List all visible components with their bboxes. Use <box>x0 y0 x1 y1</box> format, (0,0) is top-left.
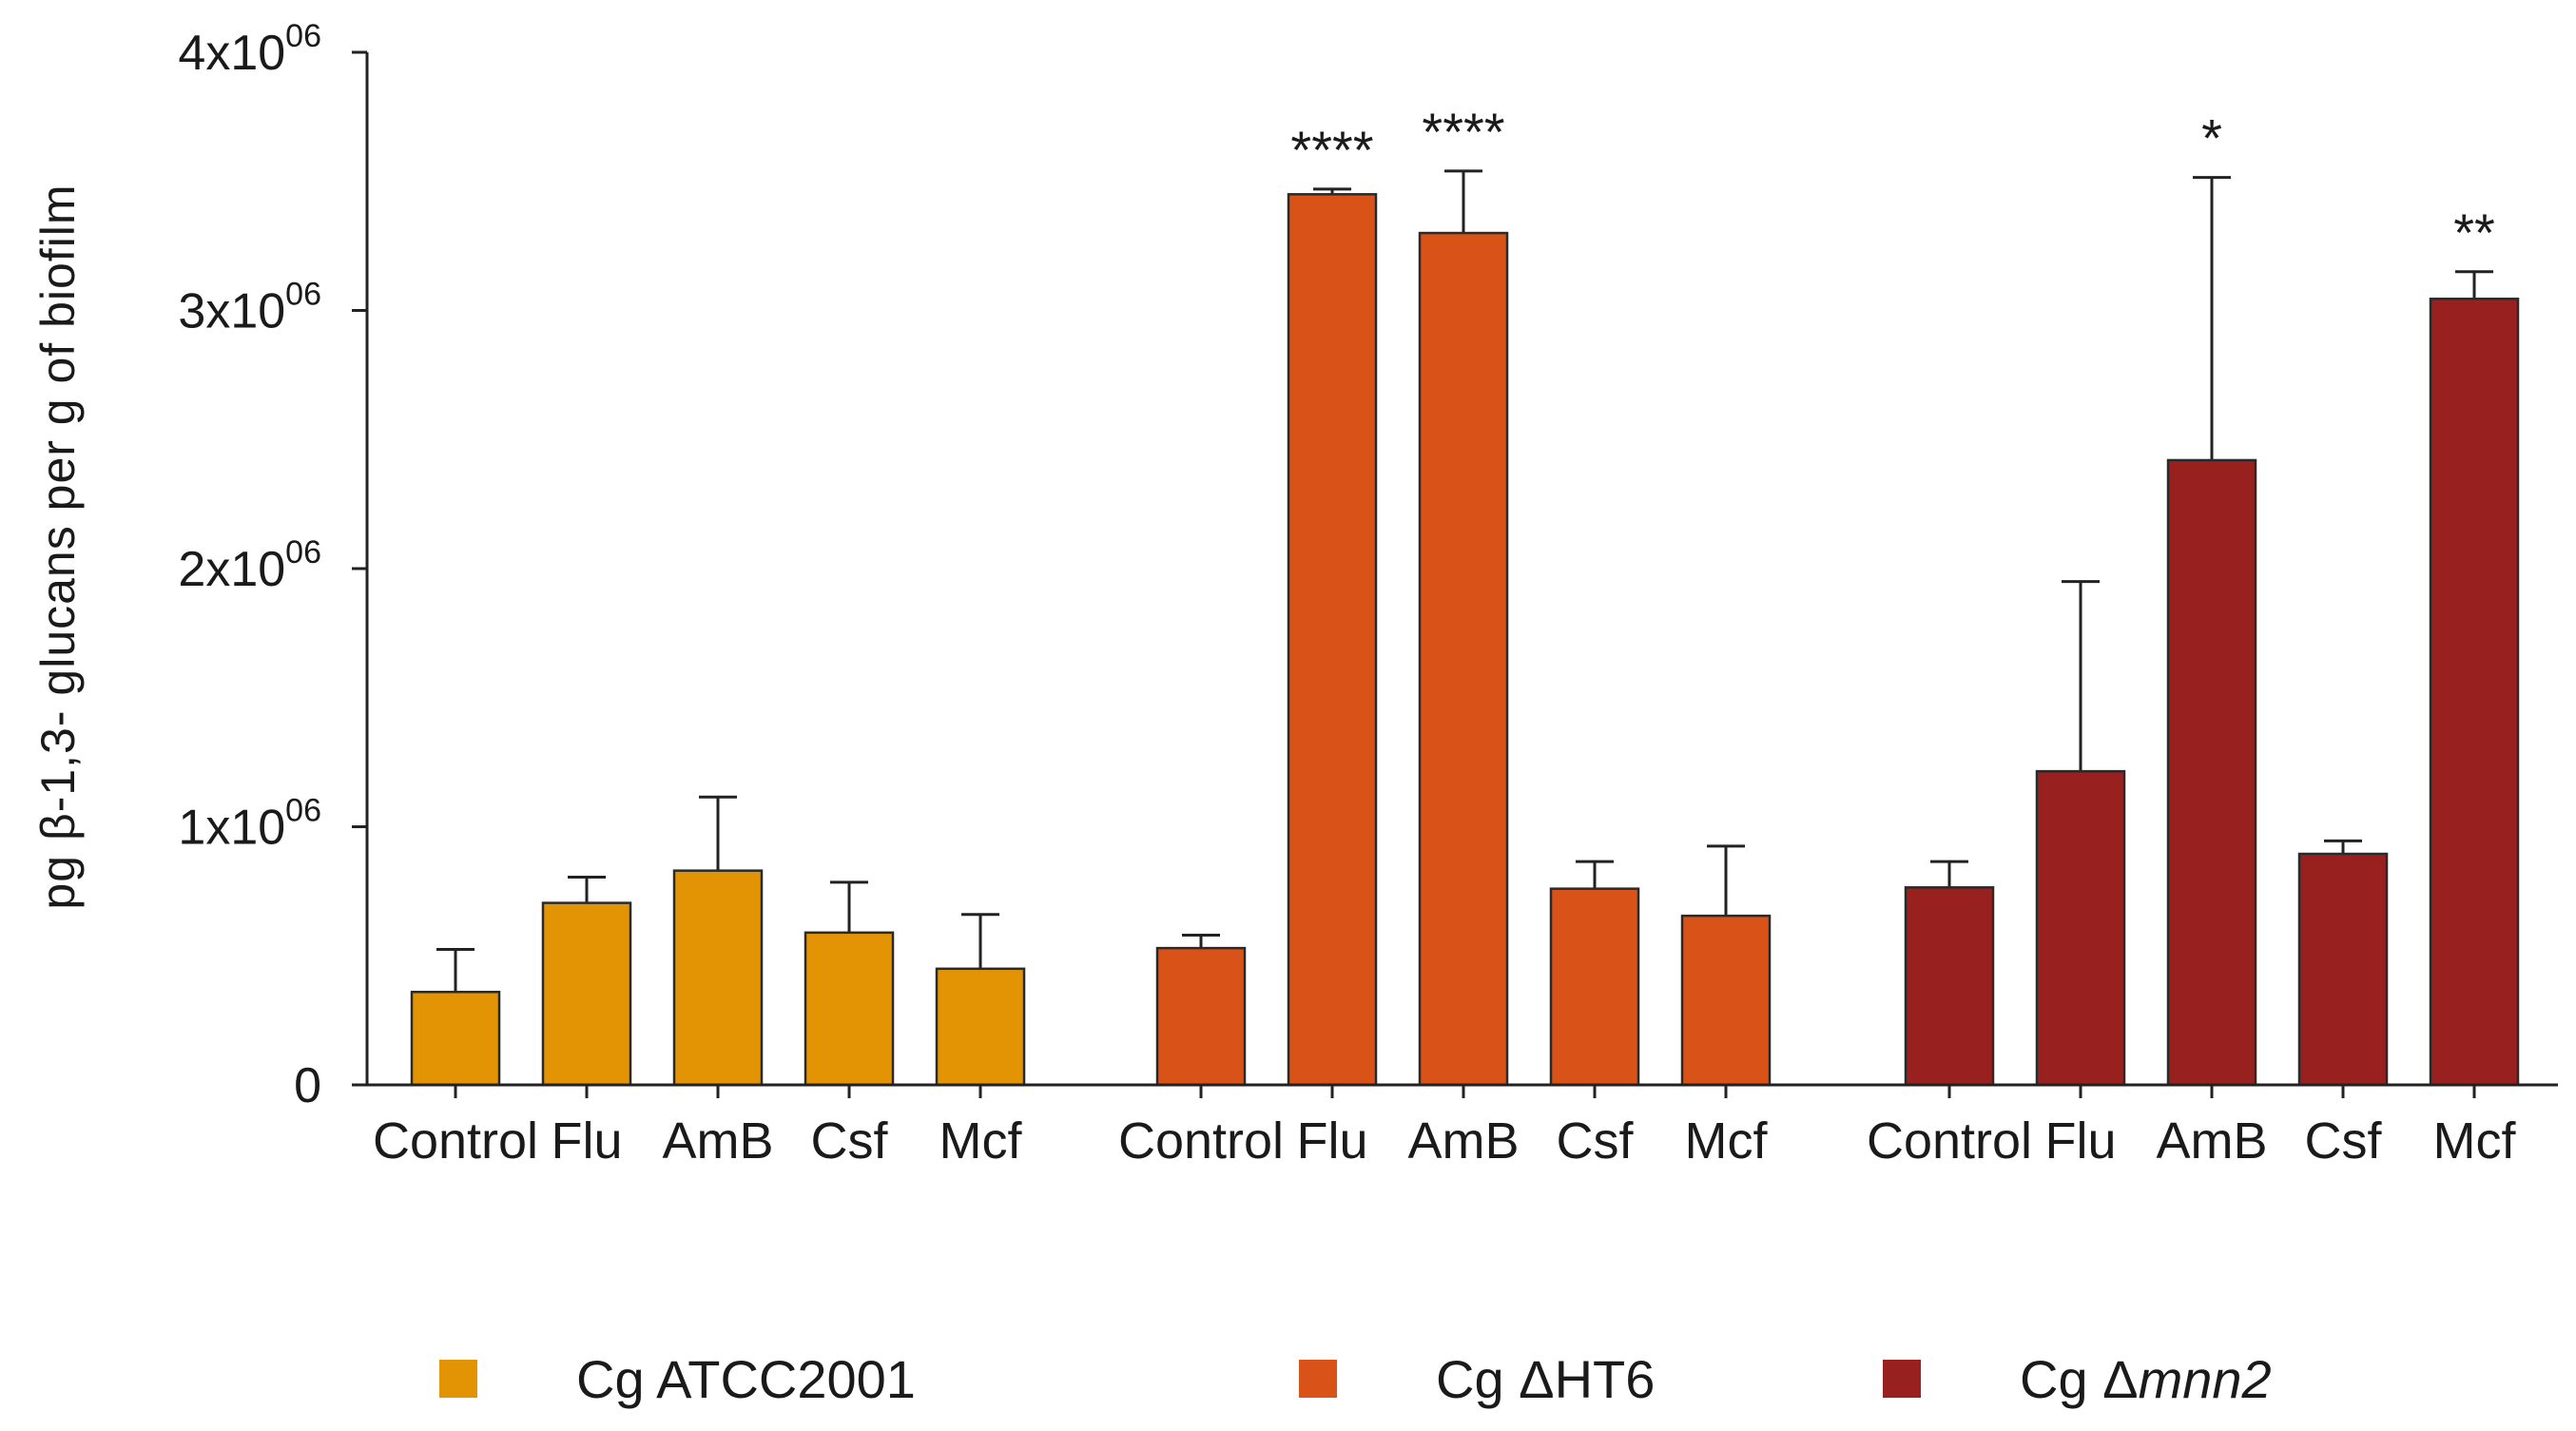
legend-label: Cg ATCC2001 <box>576 1349 916 1409</box>
y-tick-label: 2x1006 <box>178 534 321 597</box>
significance-label: * <box>2201 108 2222 168</box>
y-tick-base: 3x10 <box>178 284 285 339</box>
legend-label-main: ΔHT6 <box>1519 1349 1655 1409</box>
legend-label-prefix: Cg <box>576 1349 656 1409</box>
x-tick-label: Csf <box>1557 1112 1635 1170</box>
x-tick-label: Control <box>1867 1112 2032 1170</box>
x-tick-label: Mcf <box>1685 1112 1769 1170</box>
x-tick-label: Mcf <box>2433 1112 2517 1170</box>
x-tick-label: Flu <box>1296 1112 1367 1170</box>
y-tick-base: 1x10 <box>178 801 285 856</box>
significance-label: **** <box>1422 102 1504 162</box>
bar-csf-series-3 <box>2297 852 2389 1087</box>
y-tick-base: 0 <box>294 1058 321 1113</box>
y-tick-base: 4x10 <box>178 26 285 81</box>
legend-item-2: Cg ΔHT6 <box>1299 1349 1655 1409</box>
bar-flu-series-3 <box>2035 769 2126 1087</box>
bar-mcf-series-3 <box>2429 298 2520 1087</box>
x-tick-label: Mcf <box>939 1112 1023 1170</box>
bar-amb-series-1 <box>672 869 764 1087</box>
x-tick-label: AmB <box>1407 1112 1519 1170</box>
y-axis-label: pg β-1,3- glucans per g of biofilm <box>31 184 85 909</box>
legend-swatch <box>1883 1360 1921 1398</box>
bar-amb-series-3 <box>2166 458 2257 1087</box>
legend-label-main: ATCC2001 <box>656 1349 916 1409</box>
y-tick-exponent: 06 <box>285 277 321 313</box>
bars-layer <box>410 169 2520 1087</box>
bar-flu-series-2 <box>1287 193 1378 1087</box>
y-tick-exponent: 06 <box>285 534 321 570</box>
x-tick-label: AmB <box>2156 1112 2267 1170</box>
y-tick-label: 3x1006 <box>178 277 321 339</box>
y-tick-exponent: 06 <box>285 18 321 54</box>
legend-label-main: Δ <box>2102 1349 2138 1409</box>
bar-control-series-1 <box>410 991 501 1087</box>
legend: Cg ATCC2001 Cg ΔHT6 Cg Δmnn2 <box>439 1349 2272 1409</box>
significance-label: **** <box>1290 120 1373 180</box>
legend-label: Cg Δmnn2 <box>2020 1349 2272 1409</box>
bar-csf-series-1 <box>804 931 895 1087</box>
legend-item-1: Cg ATCC2001 <box>439 1349 916 1409</box>
bar-csf-series-2 <box>1549 887 1640 1087</box>
bar-flu-series-1 <box>541 901 632 1087</box>
significance-label: ** <box>2453 203 2495 262</box>
bar-control-series-2 <box>1155 946 1247 1087</box>
x-tick-label: Control <box>1118 1112 1284 1170</box>
legend-label: Cg ΔHT6 <box>1436 1349 1655 1409</box>
legend-swatch <box>1299 1360 1337 1398</box>
legend-swatch <box>439 1360 477 1398</box>
x-tick-label: Control <box>373 1112 538 1170</box>
x-tick-label: Csf <box>811 1112 889 1170</box>
x-tick-label: Csf <box>2305 1112 2383 1170</box>
y-tick-base: 2x10 <box>178 542 285 597</box>
y-tick-exponent: 06 <box>285 793 321 829</box>
axes-layer <box>352 50 2558 1098</box>
legend-label-prefix: Cg <box>2020 1349 2102 1409</box>
bar-mcf-series-1 <box>935 967 1026 1087</box>
legend-label-italic: mnn2 <box>2139 1349 2272 1409</box>
x-tick-label: Flu <box>2044 1112 2116 1170</box>
legend-label-prefix: Cg <box>1436 1349 1519 1409</box>
y-tick-label: 0 <box>294 1058 321 1113</box>
y-tick-label: 4x1006 <box>178 18 321 81</box>
bar-mcf-series-2 <box>1680 914 1772 1087</box>
legend-item-3: Cg Δmnn2 <box>1883 1349 2272 1409</box>
bar-control-series-3 <box>1904 886 1995 1087</box>
x-tick-label: Flu <box>551 1112 622 1170</box>
x-tick-label: AmB <box>662 1112 773 1170</box>
y-tick-label: 1x1006 <box>178 793 321 856</box>
bar-amb-series-2 <box>1418 231 1509 1087</box>
